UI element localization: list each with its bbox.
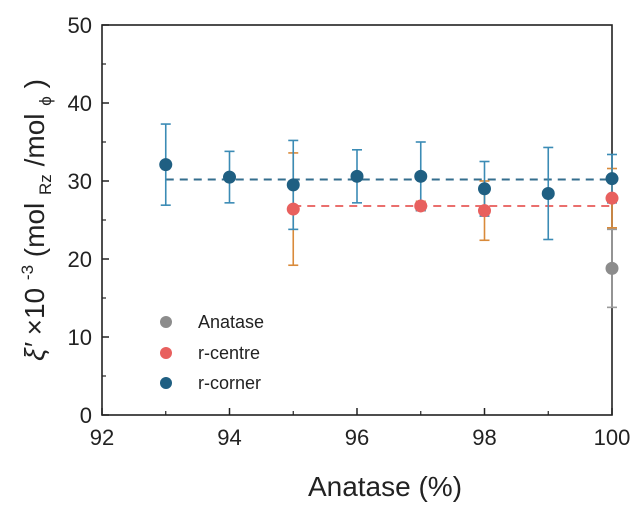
data-point bbox=[478, 204, 491, 218]
error-bars bbox=[160, 123, 617, 309]
y-tick-label: 40 bbox=[68, 91, 92, 116]
legend-label-r-centre: r-centre bbox=[198, 343, 260, 363]
data-point bbox=[286, 202, 300, 216]
y-axis-unit-sub1: Rz bbox=[36, 174, 55, 195]
y-axis-exponent: -3 bbox=[18, 265, 37, 280]
x-tick-label: 94 bbox=[217, 425, 241, 450]
y-axis-symbol: ξ′ bbox=[19, 341, 50, 361]
data-point bbox=[286, 178, 300, 192]
y-tick-label: 30 bbox=[68, 169, 92, 194]
legend-label-r-corner: r-corner bbox=[198, 373, 261, 393]
y-axis-times: ×10 bbox=[19, 288, 50, 336]
data-point bbox=[414, 169, 428, 183]
y-axis-unit-close: ) bbox=[19, 79, 50, 88]
data-points bbox=[159, 158, 619, 275]
data-point bbox=[605, 172, 619, 186]
x-tick-label: 100 bbox=[594, 425, 631, 450]
data-point bbox=[350, 169, 364, 183]
legend-marker-anatase bbox=[160, 316, 172, 328]
fit-lines bbox=[165, 178, 612, 207]
data-point bbox=[541, 186, 555, 200]
data-point bbox=[414, 199, 428, 213]
plot-frame bbox=[101, 24, 613, 416]
data-point bbox=[159, 158, 173, 172]
y-axis-unit-mid: /mol bbox=[19, 113, 50, 166]
y-tick-label: 0 bbox=[80, 403, 92, 428]
data-point bbox=[605, 191, 619, 205]
x-axis-title: Anatase (%) bbox=[308, 471, 462, 502]
data-point bbox=[605, 261, 619, 275]
x-tick-label: 98 bbox=[472, 425, 496, 450]
legend: Anatase r-centre r-corner bbox=[160, 312, 264, 393]
y-axis-unit-sub2: ϕ bbox=[36, 96, 55, 106]
data-point bbox=[223, 170, 236, 184]
y-tick-label: 50 bbox=[68, 13, 92, 38]
x-tick-label: 92 bbox=[90, 425, 114, 450]
x-tick-label: 96 bbox=[345, 425, 369, 450]
y-axis-unit-open: (mol bbox=[19, 203, 50, 257]
y-axis-title: ξ′ ×10 -3 (mol Rz /mol ϕ ) bbox=[8, 79, 57, 361]
y-tick-label: 20 bbox=[68, 247, 92, 272]
legend-label-anatase: Anatase bbox=[198, 312, 264, 332]
axis-ticks: 92 94 96 98 100 0 10 20 30 40 50 bbox=[68, 13, 631, 450]
y-tick-label: 10 bbox=[68, 325, 92, 350]
legend-marker-r-centre bbox=[160, 347, 172, 359]
data-point bbox=[478, 182, 491, 196]
legend-marker-r-corner bbox=[160, 377, 172, 389]
